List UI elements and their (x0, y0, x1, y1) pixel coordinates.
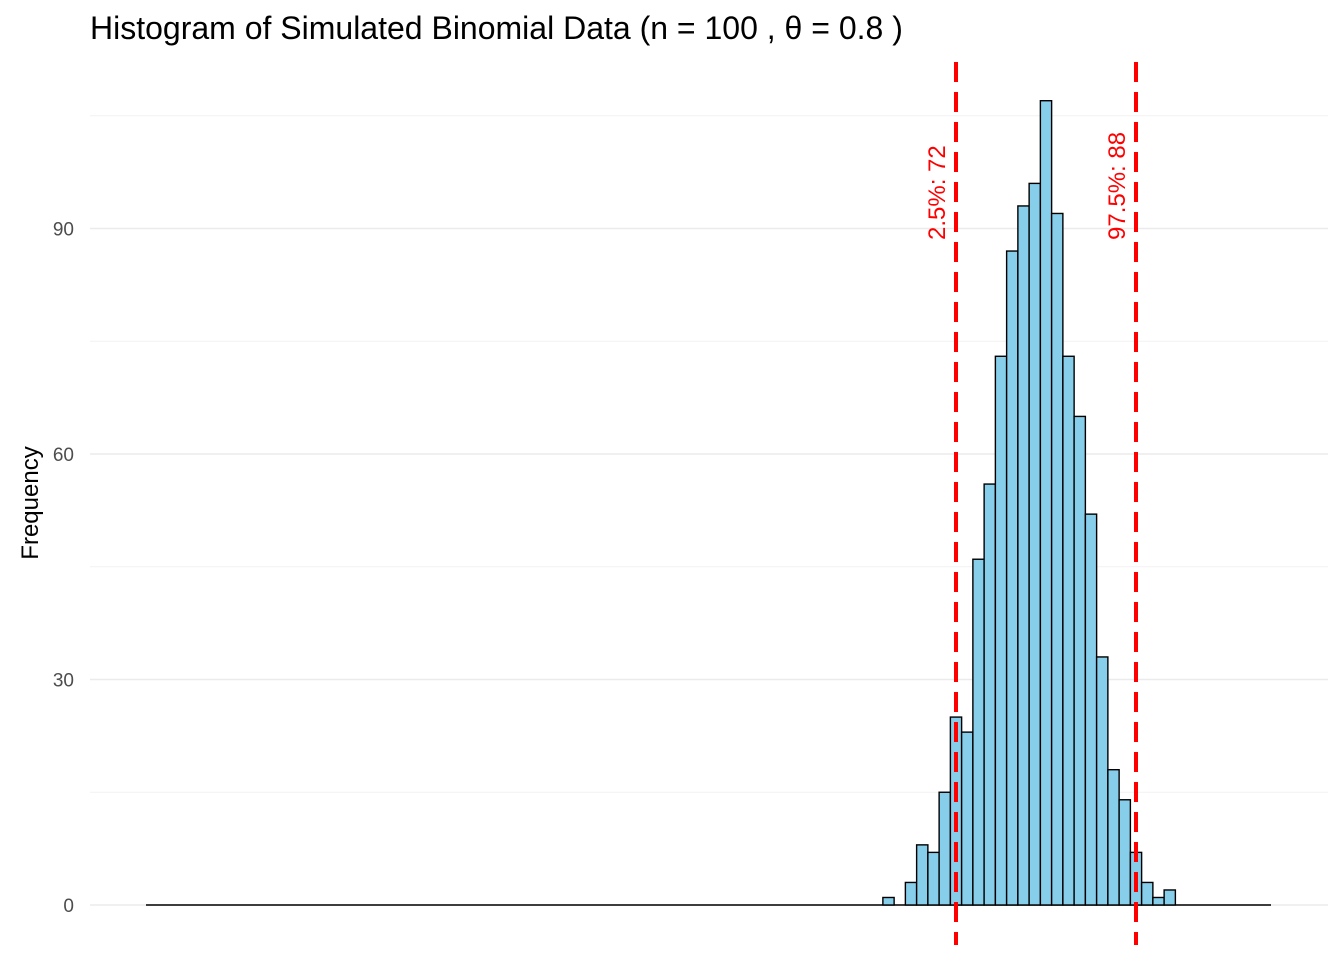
histogram-bar (1052, 213, 1063, 905)
histogram-bar (1119, 800, 1130, 905)
histogram-bar (1153, 897, 1164, 905)
quantile-label: 97.5%: 88 (1104, 132, 1131, 240)
histogram-bar (917, 845, 928, 905)
y-tick-label: 60 (53, 445, 74, 466)
histogram-bar (939, 792, 950, 905)
y-tick-label: 30 (53, 670, 74, 691)
histogram-bar (1018, 206, 1029, 905)
histogram-bar (984, 484, 995, 905)
histogram-bar (1074, 416, 1085, 905)
histogram-bar (1142, 882, 1153, 905)
histogram-bar (1029, 183, 1040, 905)
histogram-bar (995, 356, 1006, 905)
y-axis-title: Frequency (17, 446, 44, 559)
histogram-bar (1040, 101, 1051, 905)
histogram-bar (928, 852, 939, 905)
histogram-bar (1063, 356, 1074, 905)
histogram-bar (883, 897, 894, 905)
y-axis-ticks: 0 30 60 90 (53, 219, 74, 917)
grid-lines (90, 116, 1328, 905)
histogram-bar (1108, 770, 1119, 905)
histogram-bar (1164, 890, 1175, 905)
histogram-bar (1085, 514, 1096, 905)
histogram-bar (973, 559, 984, 905)
histogram-bar (1097, 657, 1108, 905)
quantile-label: 2.5%: 72 (924, 145, 951, 240)
y-tick-label: 0 (63, 896, 74, 917)
histogram-bar (1007, 251, 1018, 905)
histogram-bar (905, 882, 916, 905)
histogram-bar (962, 732, 973, 905)
y-tick-label: 90 (53, 219, 74, 240)
